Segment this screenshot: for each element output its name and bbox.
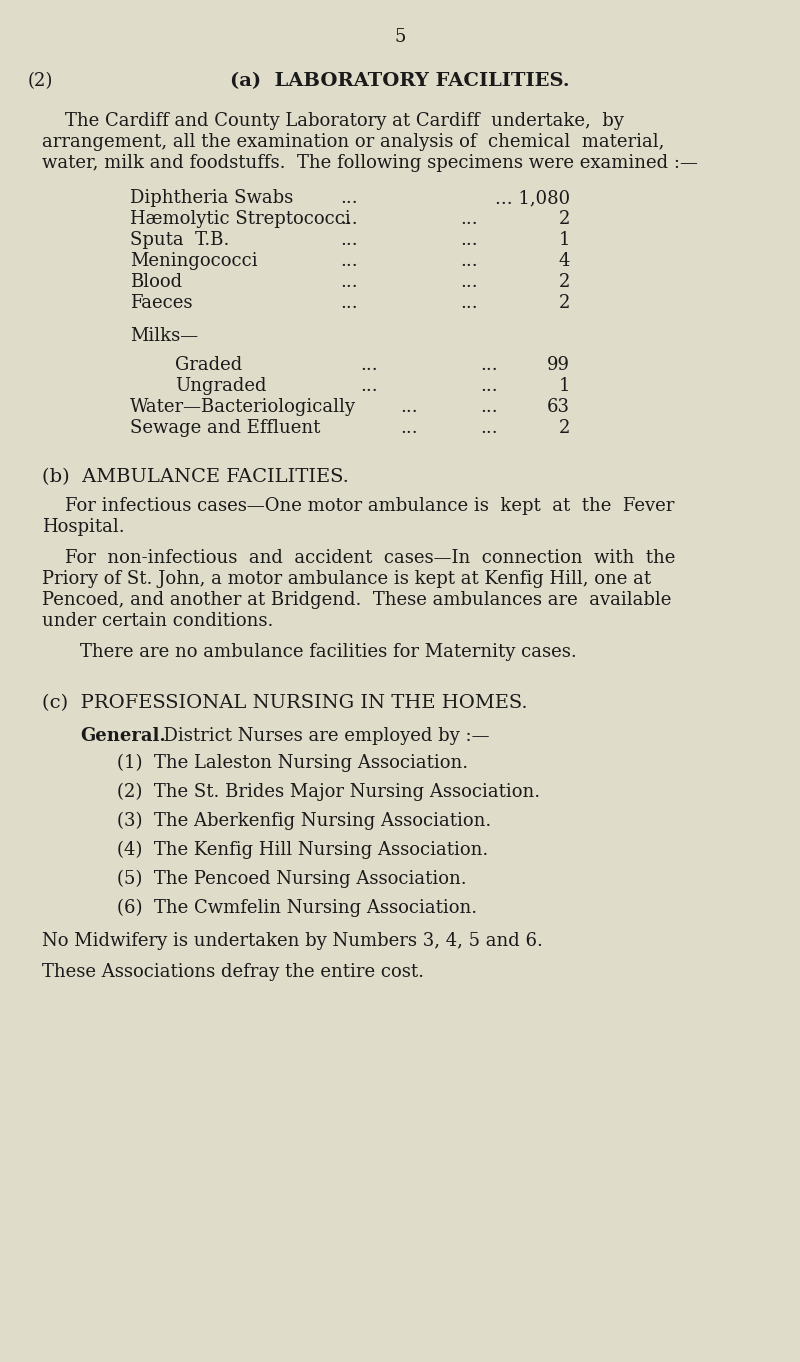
Text: (6)  The Cwmfelin Nursing Association.: (6) The Cwmfelin Nursing Association.: [117, 899, 477, 917]
Text: (b)  AMBULANCE FACILITIES.: (b) AMBULANCE FACILITIES.: [42, 469, 349, 486]
Text: ...: ...: [340, 189, 358, 207]
Text: ...: ...: [340, 252, 358, 270]
Text: 1: 1: [558, 377, 570, 395]
Text: ...: ...: [360, 355, 378, 375]
Text: For  non-infectious  and  accident  cases—In  connection  with  the: For non-infectious and accident cases—In…: [42, 549, 675, 567]
Text: 99: 99: [547, 355, 570, 375]
Text: ...: ...: [480, 419, 498, 437]
Text: Graded: Graded: [175, 355, 242, 375]
Text: Faeces: Faeces: [130, 294, 193, 312]
Text: Sputa  T.B.: Sputa T.B.: [130, 232, 230, 249]
Text: 2: 2: [558, 272, 570, 291]
Text: These Associations defray the entire cost.: These Associations defray the entire cos…: [42, 963, 424, 981]
Text: under certain conditions.: under certain conditions.: [42, 612, 274, 631]
Text: ...: ...: [360, 377, 378, 395]
Text: Hospital.: Hospital.: [42, 518, 125, 537]
Text: Diphtheria Swabs: Diphtheria Swabs: [130, 189, 294, 207]
Text: 2: 2: [558, 294, 570, 312]
Text: District Nurses are employed by :—: District Nurses are employed by :—: [152, 727, 490, 745]
Text: Milks—: Milks—: [130, 327, 198, 345]
Text: ...: ...: [460, 252, 478, 270]
Text: (2): (2): [28, 72, 54, 90]
Text: 2: 2: [558, 210, 570, 227]
Text: There are no ambulance facilities for Maternity cases.: There are no ambulance facilities for Ma…: [80, 643, 577, 661]
Text: ...: ...: [340, 272, 358, 291]
Text: (1)  The Laleston Nursing Association.: (1) The Laleston Nursing Association.: [117, 755, 468, 772]
Text: ...: ...: [480, 355, 498, 375]
Text: ...: ...: [460, 210, 478, 227]
Text: arrangement, all the examination or analysis of  chemical  material,: arrangement, all the examination or anal…: [42, 133, 664, 151]
Text: Blood: Blood: [130, 272, 182, 291]
Text: Hæmolytic Streptococci: Hæmolytic Streptococci: [130, 210, 350, 227]
Text: 4: 4: [558, 252, 570, 270]
Text: (c)  PROFESSIONAL NURSING IN THE HOMES.: (c) PROFESSIONAL NURSING IN THE HOMES.: [42, 695, 528, 712]
Text: ...: ...: [340, 232, 358, 249]
Text: 5: 5: [394, 29, 406, 46]
Text: Sewage and Effluent: Sewage and Effluent: [130, 419, 320, 437]
Text: For infectious cases—One motor ambulance is  kept  at  the  Fever: For infectious cases—One motor ambulance…: [42, 497, 674, 515]
Text: General.: General.: [80, 727, 166, 745]
Text: Priory of St. John, a motor ambulance is kept at Kenfig Hill, one at: Priory of St. John, a motor ambulance is…: [42, 571, 651, 588]
Text: Ungraded: Ungraded: [175, 377, 266, 395]
Text: ...: ...: [400, 398, 418, 415]
Text: (3)  The Aberkenfig Nursing Association.: (3) The Aberkenfig Nursing Association.: [117, 812, 491, 831]
Text: ...: ...: [340, 210, 358, 227]
Text: Pencoed, and another at Bridgend.  These ambulances are  available: Pencoed, and another at Bridgend. These …: [42, 591, 671, 609]
Text: (5)  The Pencoed Nursing Association.: (5) The Pencoed Nursing Association.: [117, 870, 466, 888]
Text: ... 1,080: ... 1,080: [495, 189, 570, 207]
Text: ...: ...: [480, 398, 498, 415]
Text: ...: ...: [460, 272, 478, 291]
Text: (4)  The Kenfig Hill Nursing Association.: (4) The Kenfig Hill Nursing Association.: [117, 840, 488, 859]
Text: The Cardiff and County Laboratory at Cardiff  undertake,  by: The Cardiff and County Laboratory at Car…: [42, 112, 624, 129]
Text: No Midwifery is undertaken by Numbers 3, 4, 5 and 6.: No Midwifery is undertaken by Numbers 3,…: [42, 932, 543, 951]
Text: 2: 2: [558, 419, 570, 437]
Text: ...: ...: [460, 294, 478, 312]
Text: ...: ...: [480, 377, 498, 395]
Text: Meningococci: Meningococci: [130, 252, 258, 270]
Text: ...: ...: [400, 419, 418, 437]
Text: ...: ...: [460, 232, 478, 249]
Text: (2)  The St. Brides Major Nursing Association.: (2) The St. Brides Major Nursing Associa…: [117, 783, 540, 801]
Text: ...: ...: [340, 294, 358, 312]
Text: 63: 63: [547, 398, 570, 415]
Text: water, milk and foodstuffs.  The following specimens were examined :—: water, milk and foodstuffs. The followin…: [42, 154, 698, 172]
Text: (a)  LABORATORY FACILITIES.: (a) LABORATORY FACILITIES.: [230, 72, 570, 90]
Text: 1: 1: [558, 232, 570, 249]
Text: Water—Bacteriologically: Water—Bacteriologically: [130, 398, 356, 415]
